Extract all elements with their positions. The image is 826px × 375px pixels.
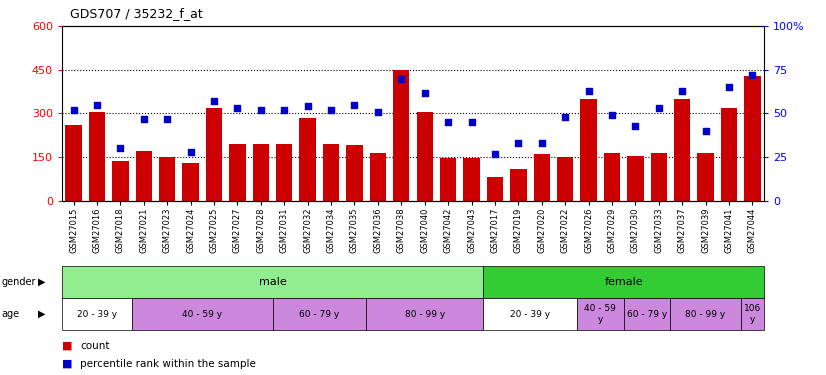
- Text: 20 - 39 y: 20 - 39 y: [510, 310, 550, 319]
- Bar: [604, 153, 620, 201]
- Point: [418, 90, 431, 96]
- Text: ■: ■: [62, 341, 73, 351]
- Text: gender: gender: [2, 277, 36, 287]
- Bar: [721, 108, 737, 201]
- Point: [558, 114, 572, 120]
- Bar: [253, 144, 269, 201]
- Point: [230, 105, 244, 111]
- Text: 60 - 79 y: 60 - 79 y: [627, 310, 667, 319]
- Point: [278, 107, 291, 113]
- Point: [301, 104, 314, 110]
- Text: 106
y: 106 y: [743, 304, 761, 324]
- Point: [348, 102, 361, 108]
- Bar: [463, 159, 480, 201]
- Bar: [581, 99, 596, 201]
- Point: [511, 140, 525, 146]
- Bar: [510, 169, 526, 201]
- Point: [652, 105, 665, 111]
- Text: 40 - 59
y: 40 - 59 y: [584, 304, 616, 324]
- Point: [605, 112, 619, 118]
- Text: ▶: ▶: [38, 309, 45, 319]
- Bar: [393, 70, 410, 201]
- Bar: [557, 157, 573, 201]
- Point: [676, 88, 689, 94]
- Bar: [487, 177, 503, 201]
- Bar: [300, 118, 316, 201]
- Bar: [346, 146, 363, 201]
- Point: [160, 116, 173, 122]
- Bar: [651, 153, 667, 201]
- Bar: [112, 161, 129, 201]
- Text: ▶: ▶: [38, 277, 45, 287]
- Point: [582, 88, 595, 94]
- Bar: [65, 125, 82, 201]
- Bar: [627, 156, 643, 201]
- Text: GDS707 / 35232_f_at: GDS707 / 35232_f_at: [70, 8, 203, 21]
- Bar: [323, 144, 339, 201]
- Point: [722, 84, 735, 90]
- Bar: [183, 163, 199, 201]
- Bar: [370, 153, 386, 201]
- Bar: [135, 151, 152, 201]
- Text: ■: ■: [62, 359, 73, 369]
- Text: count: count: [80, 341, 110, 351]
- Text: female: female: [605, 277, 643, 287]
- Bar: [697, 153, 714, 201]
- Point: [207, 98, 221, 104]
- Point: [465, 119, 478, 125]
- Point: [699, 128, 712, 134]
- Bar: [674, 99, 691, 201]
- Point: [114, 145, 127, 151]
- Point: [325, 107, 338, 113]
- Bar: [89, 112, 105, 201]
- Text: percentile rank within the sample: percentile rank within the sample: [80, 359, 256, 369]
- Text: 20 - 39 y: 20 - 39 y: [77, 310, 117, 319]
- Text: 80 - 99 y: 80 - 99 y: [405, 310, 445, 319]
- Point: [441, 119, 454, 125]
- Bar: [206, 108, 222, 201]
- Point: [629, 123, 642, 129]
- Point: [67, 107, 80, 113]
- Point: [254, 107, 268, 113]
- Point: [395, 76, 408, 82]
- Bar: [230, 144, 245, 201]
- Bar: [276, 144, 292, 201]
- Point: [90, 102, 104, 108]
- Point: [535, 140, 548, 146]
- Point: [488, 150, 501, 156]
- Bar: [534, 154, 550, 201]
- Point: [137, 116, 150, 122]
- Text: 80 - 99 y: 80 - 99 y: [686, 310, 726, 319]
- Text: age: age: [2, 309, 20, 319]
- Bar: [744, 76, 761, 201]
- Point: [184, 149, 197, 155]
- Bar: [159, 157, 175, 201]
- Text: 40 - 59 y: 40 - 59 y: [183, 310, 222, 319]
- Bar: [416, 112, 433, 201]
- Point: [372, 109, 385, 115]
- Text: 60 - 79 y: 60 - 79 y: [299, 310, 339, 319]
- Point: [746, 72, 759, 78]
- Text: male: male: [259, 277, 287, 287]
- Bar: [440, 159, 456, 201]
